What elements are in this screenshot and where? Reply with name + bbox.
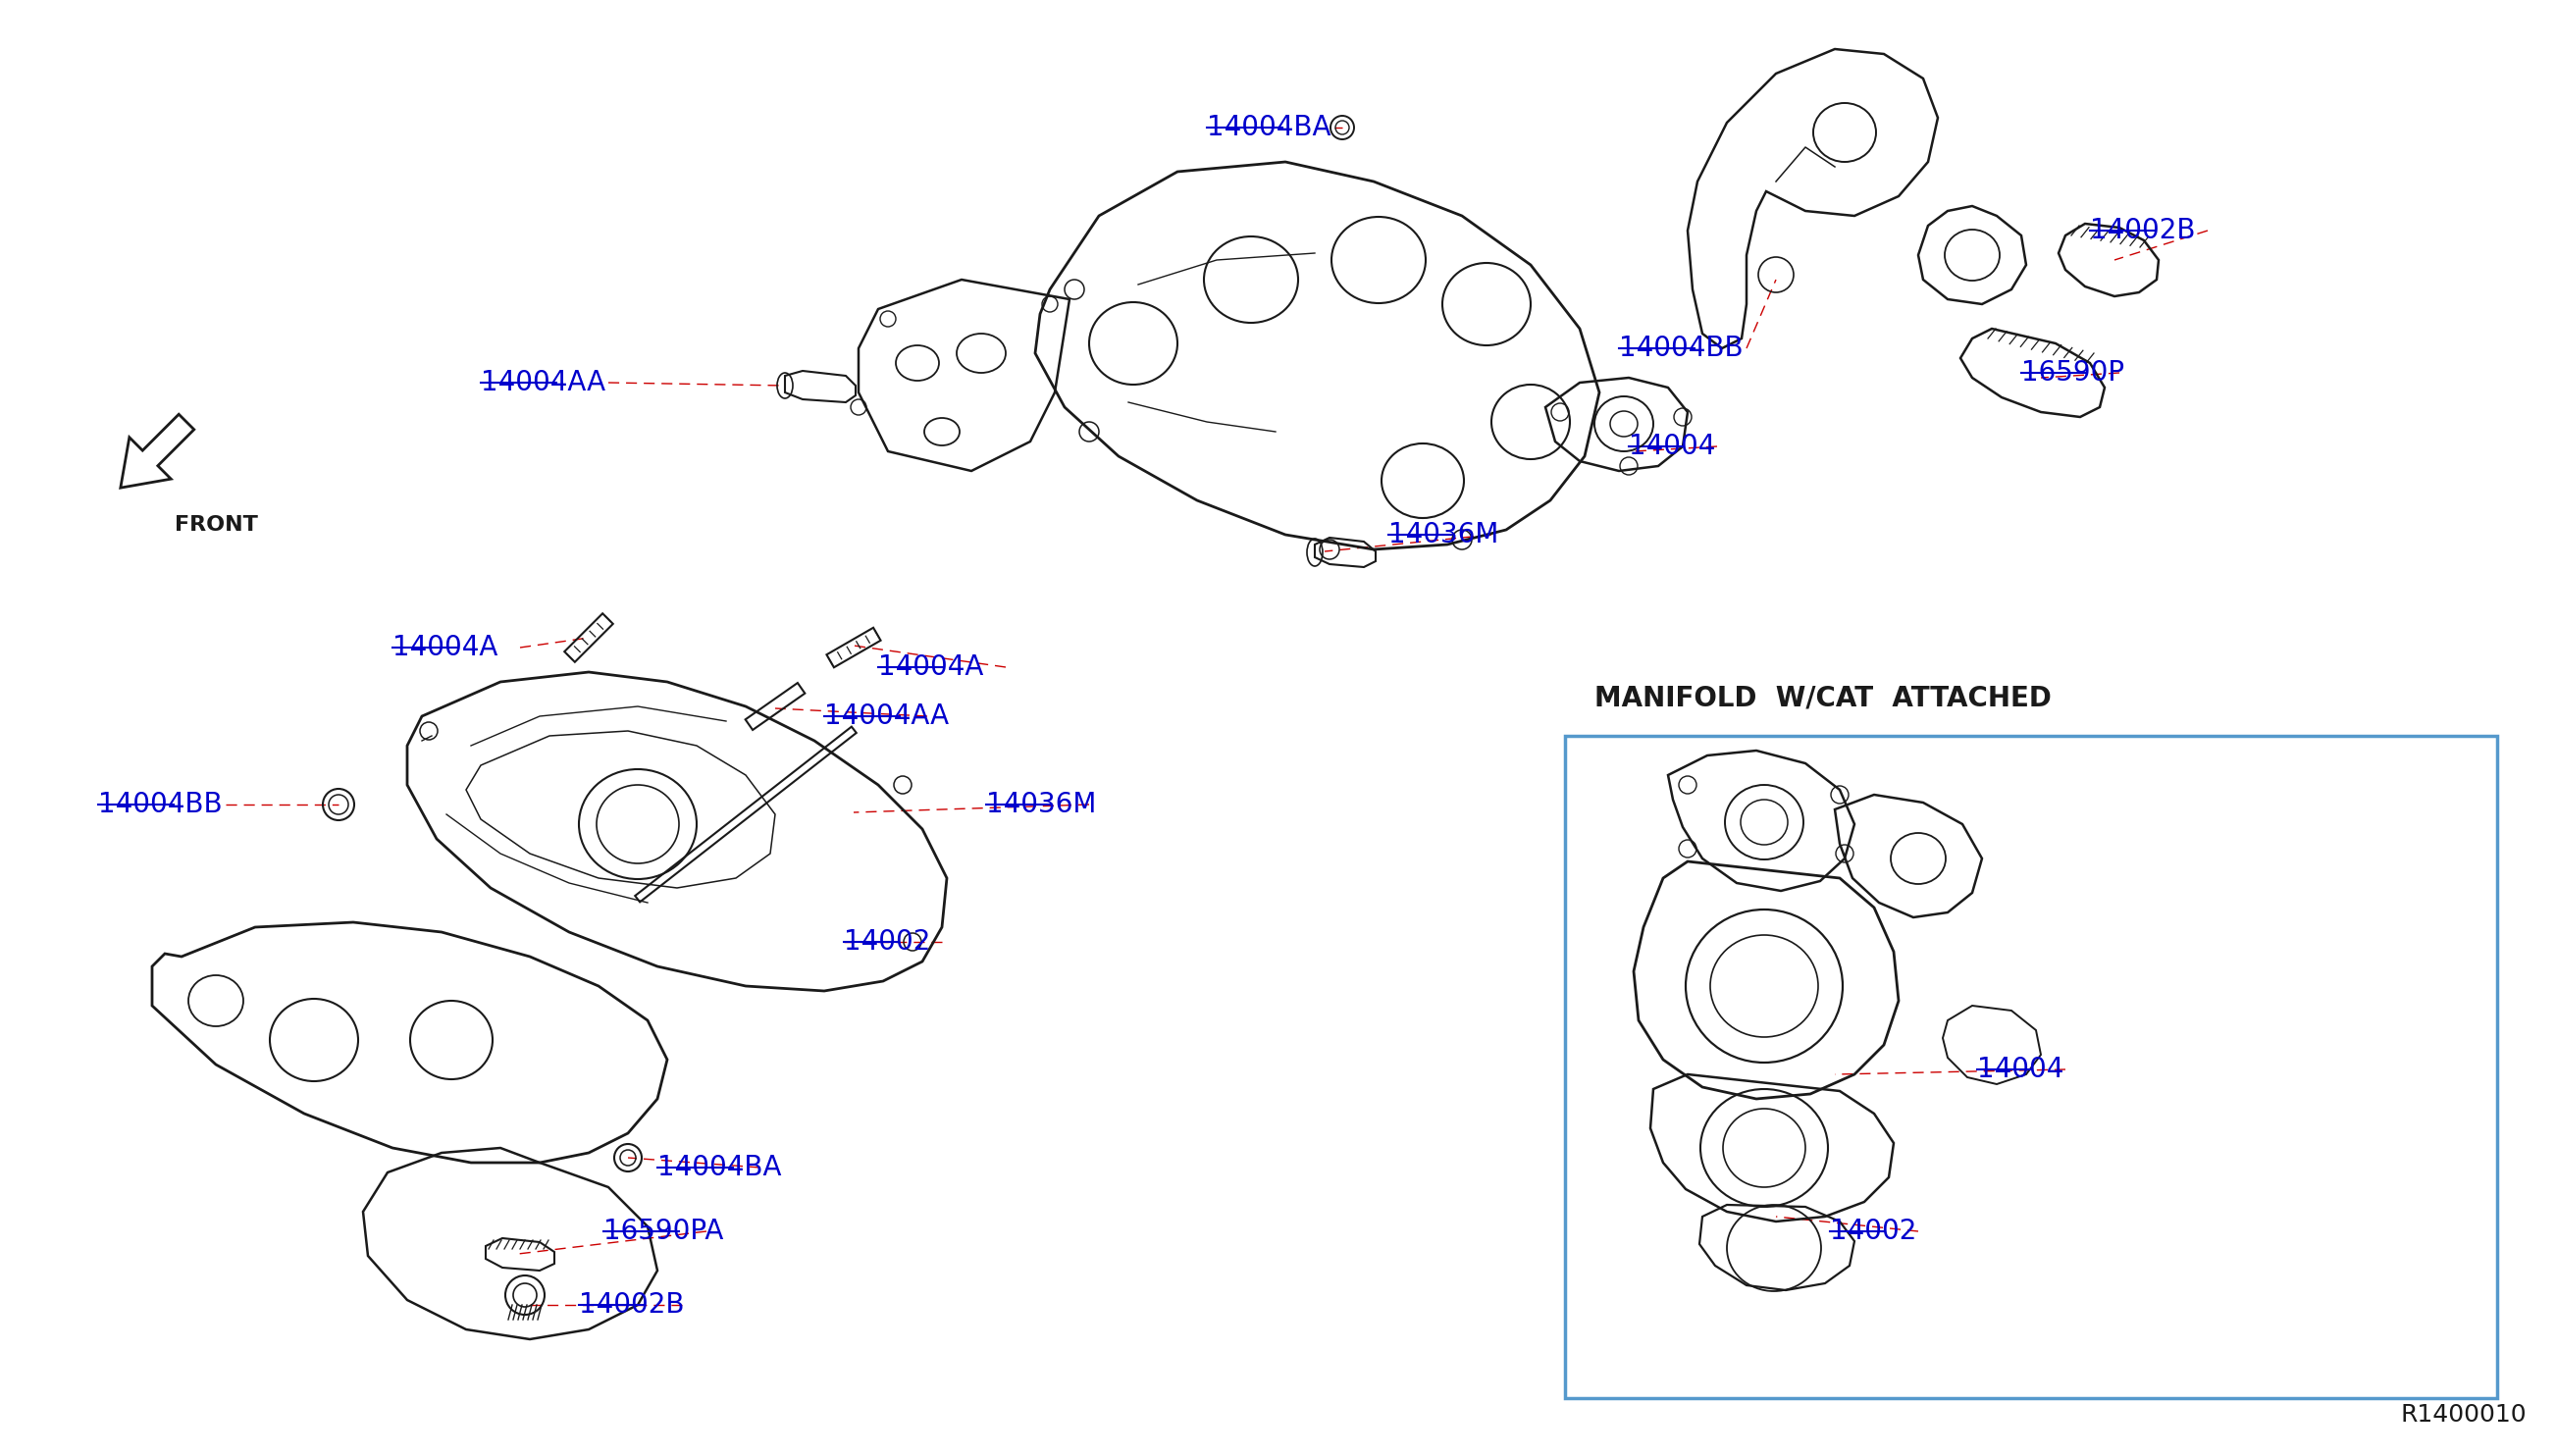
- Text: 14036M: 14036M: [987, 791, 1097, 818]
- Text: FRONT: FRONT: [174, 515, 258, 534]
- Text: 14002B: 14002B: [578, 1291, 685, 1319]
- Text: 14004AA: 14004AA: [823, 702, 948, 729]
- Text: 16590P: 16590P: [2022, 360, 2124, 386]
- Text: 14002: 14002: [1830, 1217, 1917, 1245]
- Text: 14004: 14004: [1628, 432, 1715, 460]
- Text: 14036M: 14036M: [1388, 521, 1498, 549]
- Text: 16590PA: 16590PA: [603, 1217, 723, 1245]
- Text: 14002: 14002: [843, 927, 930, 955]
- Text: 14004BB: 14004BB: [97, 791, 222, 818]
- Text: 14004BA: 14004BA: [1206, 114, 1332, 141]
- Text: MANIFOLD  W/CAT  ATTACHED: MANIFOLD W/CAT ATTACHED: [1595, 684, 2052, 712]
- Bar: [1564, 735, 2497, 1398]
- Text: 14004BA: 14004BA: [657, 1153, 782, 1181]
- Text: 14004AA: 14004AA: [481, 368, 606, 396]
- Text: 14002B: 14002B: [2091, 217, 2196, 245]
- Text: 14004A: 14004A: [394, 633, 498, 661]
- Text: 14004BB: 14004BB: [1618, 335, 1743, 363]
- Text: 14004A: 14004A: [879, 654, 984, 681]
- Text: 14004: 14004: [1978, 1056, 2063, 1083]
- Text: R1400010: R1400010: [2400, 1404, 2525, 1427]
